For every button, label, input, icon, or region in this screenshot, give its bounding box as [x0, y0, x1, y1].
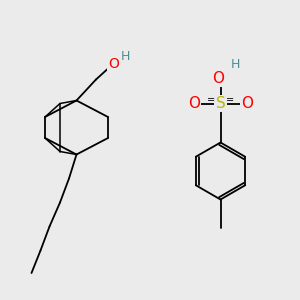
Text: O: O	[241, 96, 253, 111]
Text: H: H	[120, 50, 130, 63]
Text: H: H	[231, 58, 240, 71]
Text: =: =	[206, 94, 215, 105]
Text: O: O	[109, 58, 119, 71]
Text: O: O	[188, 96, 200, 111]
Text: =: =	[226, 94, 235, 105]
Text: S: S	[216, 96, 225, 111]
Text: O: O	[212, 70, 224, 86]
